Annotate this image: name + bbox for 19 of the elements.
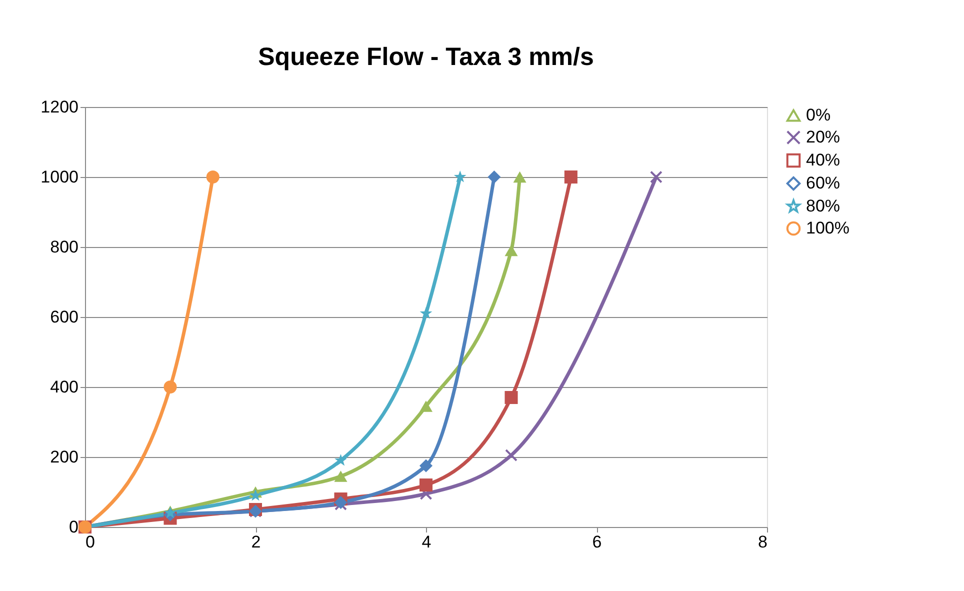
x-tick-label: 8 (758, 532, 768, 552)
x-tick-label: 2 (251, 532, 261, 552)
legend-label: 100% (806, 218, 850, 238)
chart-title: Squeeze Flow - Taxa 3 mm/s (258, 43, 594, 71)
legend-label: 40% (806, 150, 840, 170)
y-tick-label: 600 (50, 308, 78, 326)
y-tick-label: 800 (50, 238, 78, 256)
y-tick-label: 0 (69, 518, 78, 536)
x-tick-label: 0 (86, 532, 95, 552)
y-tick-label: 400 (50, 378, 78, 396)
legend-label: 80% (806, 196, 840, 216)
legend-label: 0% (806, 106, 831, 124)
x-tick-label: 6 (592, 532, 602, 552)
legend-label: 60% (806, 174, 840, 192)
y-tick-label: 1200 (40, 98, 78, 116)
x-tick-label: 4 (422, 532, 432, 552)
legend-label: 20% (806, 128, 840, 146)
y-tick-label: 1000 (40, 168, 78, 186)
y-tick-label: 200 (50, 448, 78, 466)
